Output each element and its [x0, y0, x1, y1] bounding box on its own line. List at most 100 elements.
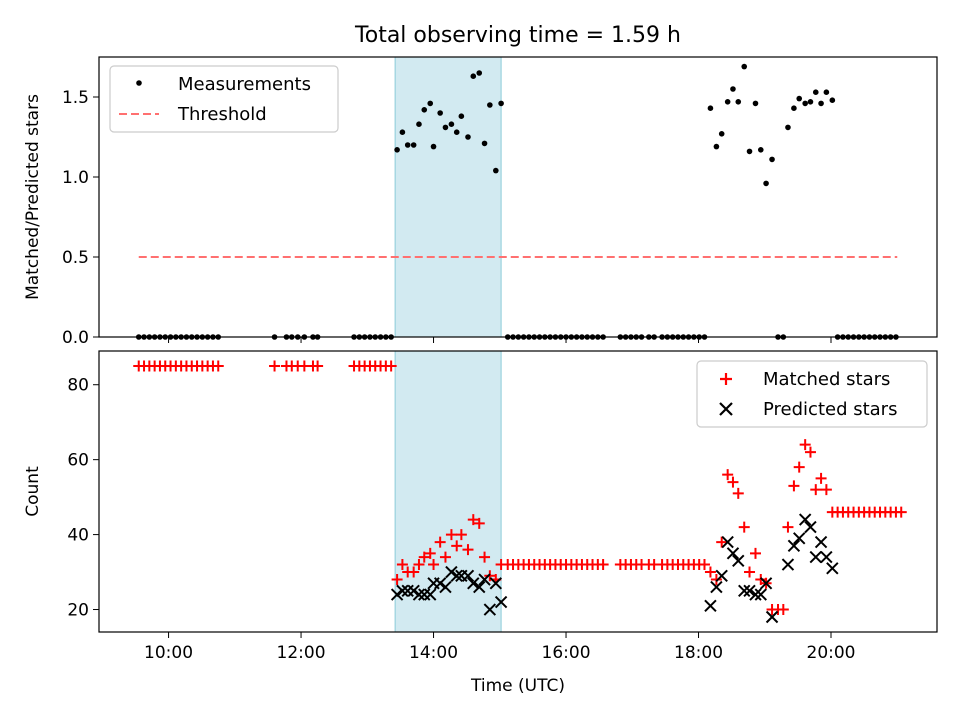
measurement-point [807, 99, 814, 105]
measurement-point [437, 110, 443, 116]
measurement-point [481, 140, 488, 147]
predicted-point [732, 554, 745, 568]
bottom-panel-marks [133, 360, 907, 624]
matched-point [439, 551, 451, 563]
matched-point [895, 506, 907, 518]
y-tick-label: 0.5 [62, 248, 89, 268]
predicted-point [494, 595, 508, 609]
bottom-panel-ylabel: Count [23, 466, 43, 517]
measurement-point [818, 100, 824, 107]
legend-bottom-box [696, 360, 928, 428]
predicted-point [704, 599, 717, 612]
measurement-point [707, 105, 714, 111]
bottom-panel-frame [98, 350, 938, 633]
predicted-point [439, 580, 452, 594]
top-panel-marks [135, 63, 899, 340]
predicted-point [814, 535, 828, 549]
matched-point [799, 439, 811, 451]
legend-predicted-label: Predicted stars [763, 399, 897, 420]
predicted-point [749, 588, 762, 601]
matched-point [455, 529, 467, 541]
measurement-point [735, 99, 742, 105]
matched-point [413, 559, 425, 571]
predicted-point [798, 513, 812, 526]
y-tick-label: 1.5 [62, 88, 89, 108]
bottom-panel-ticks: 10:00 12:00 14:00 16:00 18:00 20:00 20 40 60 80 [67, 376, 855, 663]
legend-bottom: Matched stars Predicted stars [696, 360, 928, 428]
measurement-point [404, 142, 411, 148]
predicted-point [804, 520, 817, 534]
matched-point [782, 521, 794, 533]
legend-predicted-marker [719, 402, 733, 416]
matched-point [396, 559, 408, 571]
measurement-point [802, 100, 808, 107]
predicted-point [743, 584, 756, 597]
predicted-point [473, 580, 486, 594]
predicted-point [407, 584, 420, 597]
predicted-point [390, 588, 404, 601]
y-tick-label: 40 [67, 526, 89, 546]
legend-top-box [109, 65, 339, 133]
measurement-point [493, 167, 499, 174]
measurement-point [741, 63, 748, 70]
matched-point [312, 360, 324, 372]
predicted-point [467, 577, 480, 590]
legend-measurements-marker [136, 80, 142, 86]
matched-point [424, 547, 436, 559]
matched-point [269, 360, 281, 372]
bottom-panel: 10:00 12:00 14:00 16:00 18:00 20:00 20 40 60 80 C… [23, 350, 938, 663]
matched-point [479, 551, 491, 563]
matched-point [727, 476, 739, 488]
y-tick-label: 20 [67, 601, 89, 621]
matched-point [749, 547, 761, 559]
predicted-point [710, 580, 723, 594]
y-tick-label: 60 [67, 451, 89, 471]
measurement-point [724, 99, 731, 105]
matched-point [428, 559, 440, 571]
predicted-point [765, 610, 779, 624]
predicted-point [489, 577, 503, 590]
measurement-point [453, 129, 460, 135]
matched-point [473, 517, 485, 529]
predicted-point [396, 584, 409, 597]
y-tick-label: 80 [67, 376, 89, 396]
matched-point [722, 469, 734, 481]
matched-point [820, 484, 832, 496]
x-tick-label: 20:00 [807, 643, 856, 663]
legend-measurements-label: Measurements [178, 74, 311, 95]
top-panel-frame [98, 56, 938, 338]
measurement-point [763, 180, 769, 187]
matched-point [462, 544, 474, 556]
predicted-point [412, 588, 426, 601]
measurement-point [430, 143, 437, 150]
matched-point [445, 529, 457, 541]
measurement-point [465, 134, 471, 140]
legend-matched-label: Matched stars [763, 369, 890, 390]
predicted-point [461, 569, 475, 583]
predicted-point [433, 577, 447, 590]
measurement-point [812, 89, 819, 95]
matched-point [788, 480, 800, 492]
predicted-point [478, 573, 491, 586]
y-tick-label: 1.0 [62, 168, 89, 188]
measurement-point [399, 129, 406, 135]
matched-point [732, 487, 744, 499]
measurement-point [476, 70, 483, 76]
chart-title: Total observing time = 1.59 h [354, 23, 681, 48]
matched-point [777, 604, 789, 616]
matched-point [710, 574, 722, 586]
measurement-point [394, 147, 400, 153]
x-tick-label: 16:00 [542, 643, 591, 663]
measurement-point [410, 142, 417, 148]
matched-point [804, 446, 816, 458]
predicted-point [809, 550, 822, 564]
matched-point [698, 559, 710, 571]
predicted-point [793, 532, 806, 545]
matched-point [391, 574, 403, 586]
top-panel-ticks: 0.0 0.5 1.0 1.5 [62, 88, 832, 348]
measurement-point [823, 89, 830, 95]
measurement-point [427, 100, 434, 107]
matched-point [451, 540, 463, 552]
predicted-point [450, 569, 463, 583]
measurement-point [498, 100, 504, 107]
